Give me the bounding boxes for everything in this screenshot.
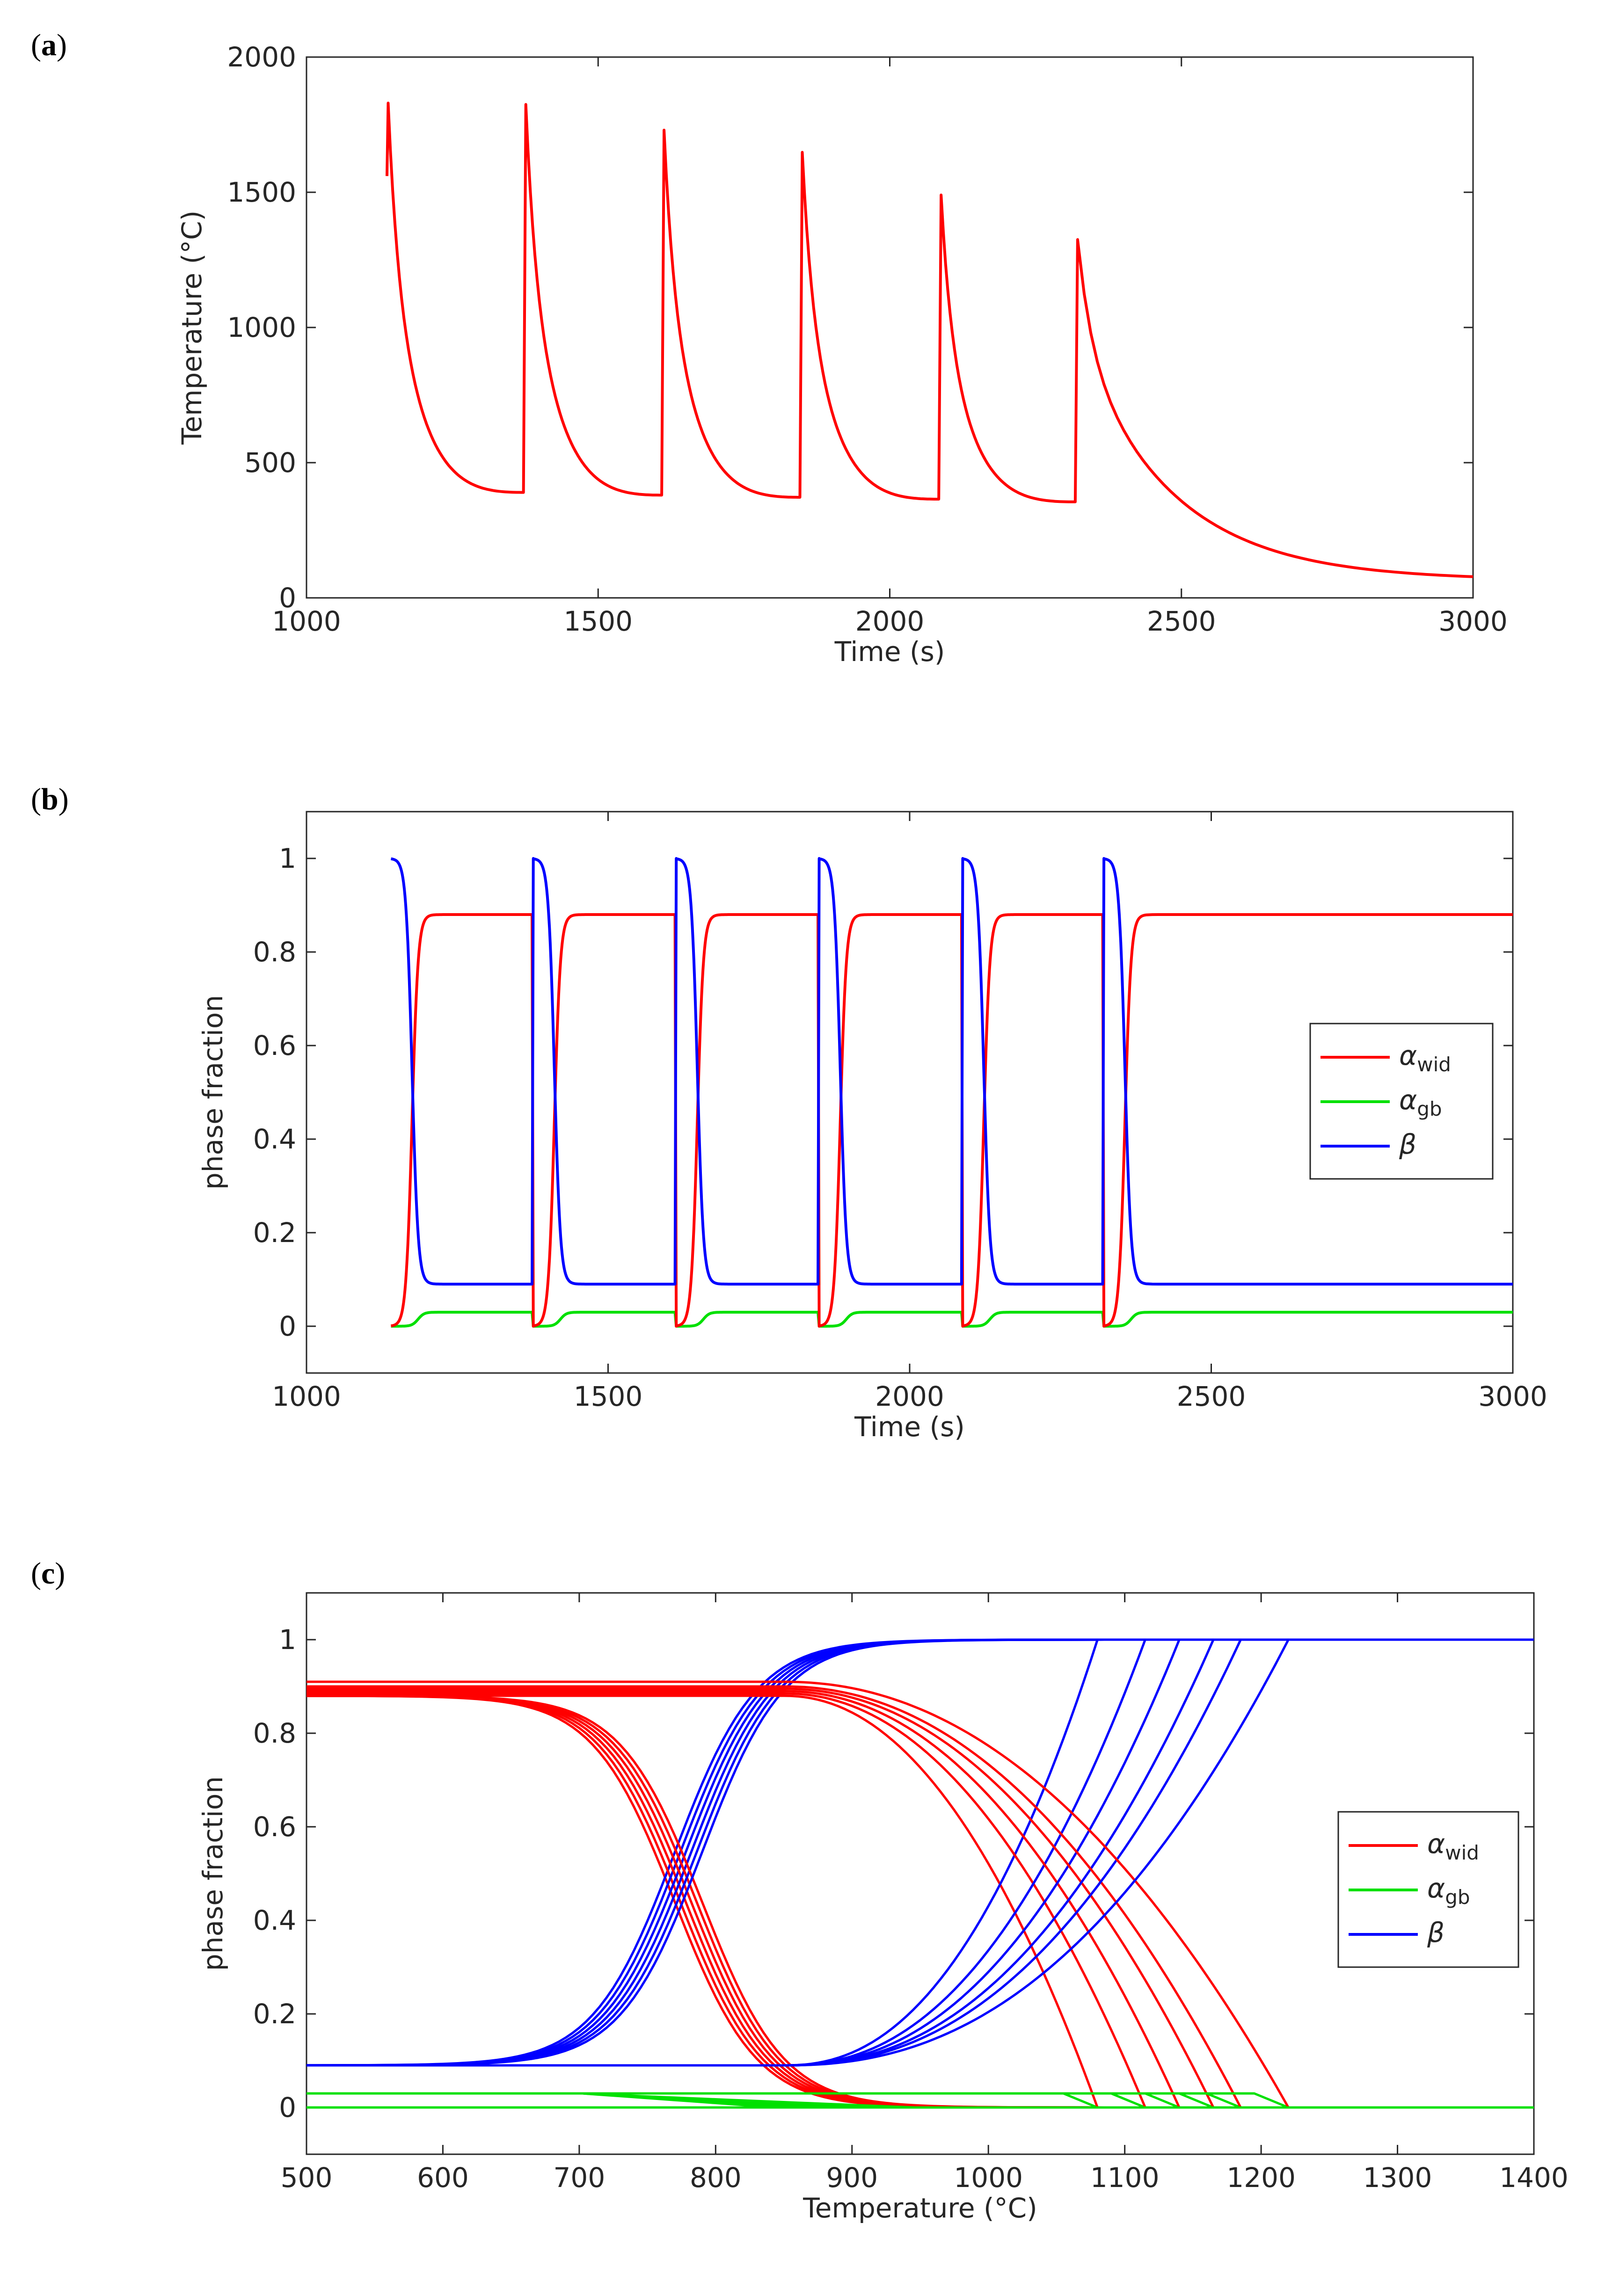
y-tick-label: 0.4 bbox=[253, 1123, 296, 1155]
panel-c-phase-temperature-chart: 500 600 700 800 900 1000 1100 1200 1300 1400 0 0.2 0… bbox=[197, 1592, 1569, 2224]
x-tick-label: 1000 bbox=[954, 2162, 1023, 2194]
x-tick-label: 2000 bbox=[875, 1381, 944, 1412]
panel-label-a: (a) bbox=[31, 28, 67, 62]
panel-label-c: (c) bbox=[31, 1556, 65, 1591]
alpha-wid-heating-line bbox=[306, 1687, 1534, 2109]
y-tick-label: 0.6 bbox=[253, 1030, 296, 1061]
panel-a-temperature-chart: 1000 1500 2000 2500 30000500100015002000Time… bbox=[176, 41, 1508, 668]
x-tick-label: 3000 bbox=[1478, 1381, 1547, 1412]
y-axis-label: phase fraction bbox=[197, 995, 229, 1190]
alpha-wid-heating-line bbox=[306, 1690, 1534, 2109]
x-tick-label: 600 bbox=[417, 2162, 469, 2194]
x-axis-label: Time (s) bbox=[854, 1411, 965, 1443]
y-tick-label: 0.8 bbox=[253, 936, 296, 968]
y-tick-label: 1500 bbox=[227, 176, 296, 208]
y-tick-label: 0 bbox=[279, 2092, 296, 2123]
y-tick-label: 0.8 bbox=[253, 1717, 296, 1749]
x-tick-label: 800 bbox=[690, 2162, 742, 2194]
x-tick-label: 1100 bbox=[1090, 2162, 1160, 2194]
y-tick-label: 0.2 bbox=[253, 1998, 296, 2030]
legend-entry-label: αgb bbox=[1399, 1084, 1442, 1120]
y-tick-label: 0 bbox=[279, 582, 296, 614]
alpha-wid-heating-line bbox=[306, 1694, 1534, 2109]
beta-series-line bbox=[390, 857, 1513, 1286]
x-axis-label: Temperature (°C) bbox=[802, 2192, 1037, 2224]
x-tick-label: 3000 bbox=[1438, 605, 1508, 637]
x-tick-label: 500 bbox=[281, 2162, 333, 2194]
x-tick-label: 1400 bbox=[1499, 2162, 1569, 2194]
legend-entry-label: β bbox=[1427, 1917, 1444, 1948]
y-axis-label: phase fraction bbox=[197, 1776, 229, 1971]
y-tick-label: 1 bbox=[279, 843, 296, 874]
x-tick-label: 1500 bbox=[574, 1381, 643, 1412]
alpha-wid-heating-line bbox=[306, 1680, 1534, 2109]
x-tick-label: 1000 bbox=[272, 1381, 341, 1412]
y-tick-label: 1000 bbox=[227, 312, 296, 343]
y-tick-label: 0.4 bbox=[253, 1904, 296, 1936]
x-tick-label: 900 bbox=[826, 2162, 878, 2194]
panel-label-b: (b) bbox=[31, 782, 69, 816]
beta-heating-line bbox=[306, 1638, 1534, 2067]
x-tick-label: 1500 bbox=[563, 605, 633, 637]
y-axis-label: Temperature (°C) bbox=[176, 211, 208, 445]
alpha-wid-heating-line bbox=[306, 1685, 1534, 2109]
alpha-wid-heating-line bbox=[306, 1692, 1534, 2109]
y-tick-label: 0 bbox=[279, 1310, 296, 1342]
x-tick-label: 1000 bbox=[272, 605, 341, 637]
legend-entry-label: β bbox=[1399, 1128, 1416, 1160]
x-tick-label: 2000 bbox=[855, 605, 925, 637]
x-tick-label: 1300 bbox=[1363, 2162, 1432, 2194]
y-tick-label: 0.2 bbox=[253, 1217, 296, 1249]
axes-box bbox=[306, 56, 1474, 599]
y-tick-label: 0.6 bbox=[253, 1811, 296, 1843]
legend-entry-label: αwid bbox=[1427, 1828, 1479, 1864]
y-tick-label: 2000 bbox=[227, 41, 296, 73]
x-tick-label: 2500 bbox=[1177, 1381, 1246, 1412]
x-tick-label: 2500 bbox=[1147, 605, 1216, 637]
x-tick-label: 700 bbox=[554, 2162, 606, 2194]
temperature-series-line bbox=[386, 102, 1474, 578]
y-tick-label: 1 bbox=[279, 1624, 296, 1656]
legend-entry-label: αgb bbox=[1427, 1872, 1470, 1909]
panel-b-phase-time-chart: 1000 1500 2000 2500 3000 0 0.2 0.4 0.6 0.8 1 Time (… bbox=[197, 811, 1547, 1443]
legend-entry-label: αwid bbox=[1399, 1039, 1451, 1076]
y-tick-label: 500 bbox=[244, 447, 296, 479]
x-tick-label: 1200 bbox=[1226, 2162, 1296, 2194]
x-axis-label: Time (s) bbox=[834, 636, 945, 668]
